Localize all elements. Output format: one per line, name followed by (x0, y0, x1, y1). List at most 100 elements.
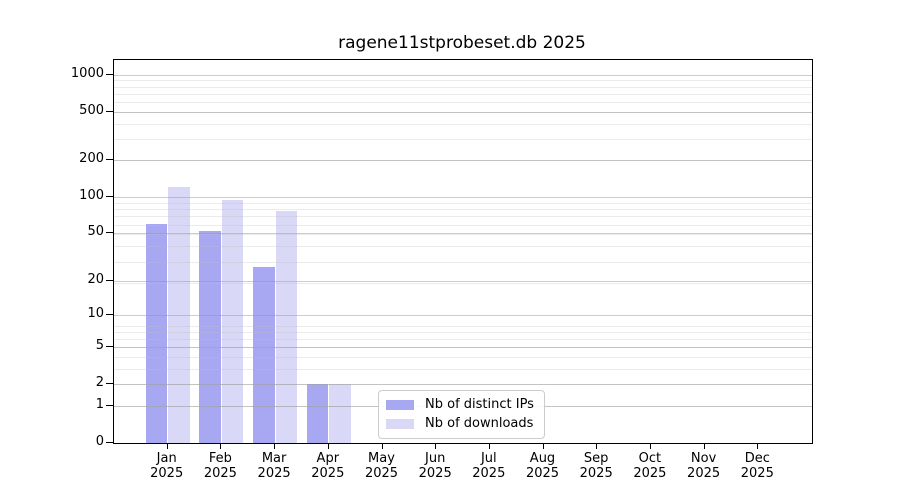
y-tick-label: 200 (79, 151, 104, 167)
x-tick-mark (757, 443, 759, 449)
x-tick-label-oct: Oct 2025 (607, 451, 693, 481)
bar-mar-distinct-ips (253, 267, 275, 443)
legend-swatch-downloads (386, 419, 414, 429)
x-tick-year: 2025 (203, 466, 237, 481)
y-tick-mark (106, 195, 113, 197)
bar-apr-downloads (329, 384, 351, 443)
x-tick-label-feb: Feb 2025 (177, 451, 263, 481)
x-tick-year: 2025 (687, 466, 721, 481)
minor-gridline (114, 224, 812, 226)
plot-area: Nb of distinct IPs Nb of downloads (113, 59, 813, 444)
x-tick-month: May (368, 451, 395, 466)
y-tick-label: 5 (95, 338, 104, 354)
legend-label: Nb of downloads (425, 416, 534, 431)
chart-title: ragene11stprobeset.db 2025 (338, 33, 586, 53)
y-tick-label: 20 (87, 271, 104, 287)
y-tick-label: 1 (95, 397, 104, 412)
minor-gridline (114, 138, 812, 140)
x-tick-label-nov: Nov 2025 (661, 451, 747, 481)
x-tick-year: 2025 (633, 466, 667, 481)
bar-jan-distinct-ips (145, 223, 168, 443)
y-tick-label: 100 (79, 187, 104, 203)
y-tick-mark (106, 73, 113, 75)
x-tick-month: Apr (316, 451, 340, 466)
x-tick-month: Oct (638, 451, 662, 466)
x-tick-mark (649, 443, 651, 449)
y-tick-label: 1000 (70, 65, 104, 81)
major-gridline (114, 160, 812, 162)
x-tick-label-apr: Apr 2025 (285, 451, 371, 481)
y-tick-mark (106, 110, 113, 112)
x-tick-year: 2025 (418, 466, 452, 481)
minor-gridline (114, 80, 812, 82)
minor-gridline (114, 160, 812, 162)
x-tick-label-sep: Sep 2025 (553, 451, 639, 481)
minor-gridline (114, 203, 812, 204)
x-tick-label-mar: Mar 2025 (231, 451, 317, 481)
bar-apr-distinct-ips (306, 384, 329, 443)
y-tick-mark (106, 405, 113, 406)
bar-mar-downloads (275, 210, 298, 443)
bar-feb-downloads (221, 199, 244, 443)
y-tick-label: 10 (87, 306, 104, 322)
minor-gridline (114, 123, 812, 125)
x-tick-year: 2025 (257, 466, 291, 481)
x-tick-label-aug: Aug 2025 (500, 451, 586, 481)
x-tick-mark (274, 443, 276, 449)
bar-feb-distinct-ips (199, 231, 221, 443)
minor-gridline (114, 101, 812, 103)
x-tick-year: 2025 (150, 466, 184, 481)
x-tick-year: 2025 (579, 466, 613, 481)
x-tick-mark (220, 443, 222, 449)
x-tick-year: 2025 (525, 466, 560, 481)
x-tick-month: Nov (690, 451, 717, 466)
bar-jan-downloads (168, 187, 190, 443)
y-tick-mark (106, 232, 113, 234)
x-tick-month: Feb (208, 451, 232, 466)
major-gridline (114, 196, 812, 198)
minor-gridline (114, 216, 812, 218)
x-tick-year: 2025 (311, 466, 345, 481)
y-tick-label: 50 (87, 224, 104, 240)
x-tick-mark (488, 443, 490, 449)
minor-gridline (114, 111, 812, 113)
legend: Nb of distinct IPs Nb of downloads (378, 390, 545, 439)
major-gridline (114, 111, 812, 113)
x-tick-label-may: May 2025 (339, 451, 425, 481)
x-tick-year: 2025 (740, 466, 774, 481)
x-tick-year: 2025 (472, 466, 506, 481)
legend-item-distinct-ips: Nb of distinct IPs (386, 397, 534, 413)
legend-swatch-distinct-ips (386, 400, 414, 410)
x-tick-mark (596, 443, 598, 449)
legend-label: Nb of distinct IPs (425, 397, 534, 412)
y-tick-mark (106, 279, 113, 281)
x-tick-month: Jun (425, 451, 446, 466)
x-tick-mark (435, 443, 437, 449)
x-tick-label-dec: Dec 2025 (714, 451, 800, 481)
y-tick-label: 2 (95, 375, 104, 391)
y-tick-mark (106, 314, 113, 316)
x-tick-month: Jul (480, 451, 497, 466)
x-tick-mark (381, 443, 383, 449)
x-tick-label-jul: Jul 2025 (446, 451, 532, 481)
minor-gridline (114, 86, 812, 88)
minor-gridline (114, 209, 812, 211)
x-tick-month: Dec (744, 451, 770, 466)
major-gridline (114, 74, 812, 76)
x-tick-label-jan: Jan 2025 (124, 451, 210, 481)
x-tick-mark (166, 443, 168, 449)
y-tick-label: 500 (79, 102, 104, 118)
y-tick-mark (106, 383, 113, 385)
y-tick-mark (106, 159, 113, 161)
minor-gridline (114, 93, 812, 95)
y-tick-mark (106, 442, 113, 443)
x-tick-mark (703, 443, 705, 449)
x-tick-month: Aug (529, 451, 556, 466)
x-tick-mark (327, 443, 329, 449)
x-tick-month: Sep (583, 451, 609, 466)
x-tick-month: Mar (261, 451, 287, 466)
x-tick-label-jun: Jun 2025 (392, 451, 478, 481)
x-tick-month: Jan (156, 451, 177, 466)
x-tick-year: 2025 (364, 466, 399, 481)
